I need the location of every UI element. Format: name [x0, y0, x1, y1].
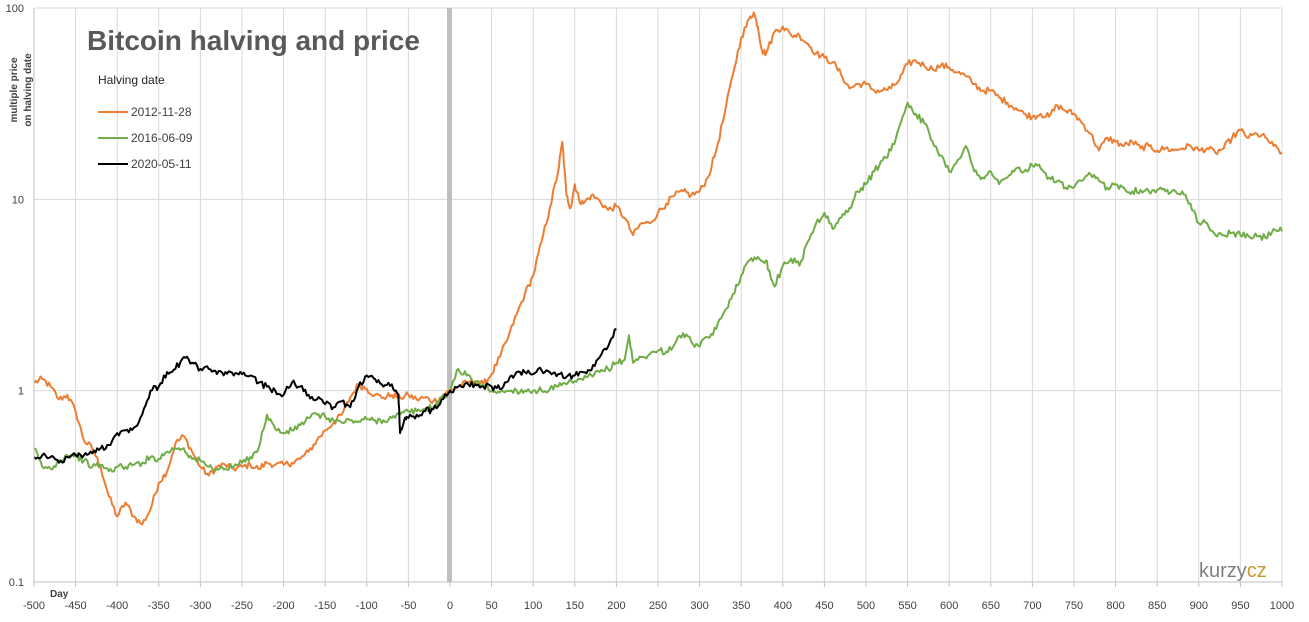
- y-tick-label: 100: [6, 3, 24, 15]
- vertical-gridlines: [33, 8, 1283, 582]
- axes: [33, 8, 1283, 587]
- x-tick-label: 0: [447, 600, 453, 612]
- x-tick-label: 850: [1148, 600, 1166, 612]
- x-tick-label: -300: [189, 600, 211, 612]
- logo-prefix: kurzy: [1199, 560, 1247, 582]
- series-line-2016-06-09: [33, 101, 1283, 473]
- x-tick-label: 600: [940, 600, 958, 612]
- x-tick-label: 300: [690, 600, 708, 612]
- x-tick-label: 900: [1190, 600, 1208, 612]
- chart-title: Bitcoin halving and price: [87, 25, 420, 56]
- x-tick-label: 500: [857, 600, 875, 612]
- x-tick-label: 1000: [1270, 600, 1294, 612]
- x-tick-label: -200: [273, 600, 295, 612]
- y-axis-label-line1: multiple price: [9, 57, 20, 122]
- svg-text:kurzycz: kurzycz: [1199, 560, 1267, 582]
- y-tick-label: 1: [18, 386, 24, 398]
- legend-label-2012-11-28: 2012-11-28: [131, 105, 192, 119]
- y-axis-label-line2: on halving date: [23, 53, 34, 127]
- x-tick-label: -450: [65, 600, 87, 612]
- halving-day-marker: [447, 8, 452, 582]
- x-tick-label: 700: [1023, 600, 1041, 612]
- x-tick-label: -500: [23, 600, 45, 612]
- logo-suffix: cz: [1247, 560, 1267, 582]
- x-tick-label: 750: [1065, 600, 1083, 612]
- legend-label-2020-05-11: 2020-05-11: [131, 157, 192, 171]
- halving-marker-bar: [447, 8, 452, 582]
- legend: Halving date 2012-11-28 2016-06-09 2020-05…: [98, 73, 193, 171]
- x-tick-label: -100: [356, 600, 378, 612]
- x-tick-label: -400: [106, 600, 128, 612]
- x-tick-label: 800: [1106, 600, 1124, 612]
- legend-label-2016-06-09: 2016-06-09: [131, 131, 193, 145]
- y-tick-labels: 0.1 1 10 100: [6, 3, 24, 589]
- x-tick-label: -250: [231, 600, 253, 612]
- x-tick-label: 400: [774, 600, 792, 612]
- series-line-2012-11-28: [33, 11, 1283, 526]
- x-tick-label: 650: [982, 600, 1000, 612]
- x-tick-label: 250: [649, 600, 667, 612]
- x-tick-label: 200: [607, 600, 625, 612]
- legend-title: Halving date: [98, 73, 165, 87]
- series-line-2020-05-11: [33, 328, 617, 464]
- x-tick-label: 100: [524, 600, 542, 612]
- x-axis-label: Day: [50, 589, 69, 600]
- x-tick-label: 350: [732, 600, 750, 612]
- x-tick-labels: -500 -450 -400 -350 -300 -250 -200 -150 -100 -50 0…: [23, 600, 1294, 612]
- x-tick-label: 450: [815, 600, 833, 612]
- x-tick-label: -350: [148, 600, 170, 612]
- kurzy-cz-logo: kurzycz: [1199, 560, 1267, 582]
- x-tick-label: 150: [566, 600, 584, 612]
- x-tick-label: -150: [314, 600, 336, 612]
- x-tick-label: 550: [898, 600, 916, 612]
- y-tick-label: 0.1: [9, 577, 24, 589]
- x-tick-label: 50: [485, 600, 497, 612]
- x-tick-label: 950: [1231, 600, 1249, 612]
- y-tick-label: 10: [12, 194, 24, 206]
- x-tick-label: -50: [400, 600, 416, 612]
- series-lines: [33, 11, 1283, 526]
